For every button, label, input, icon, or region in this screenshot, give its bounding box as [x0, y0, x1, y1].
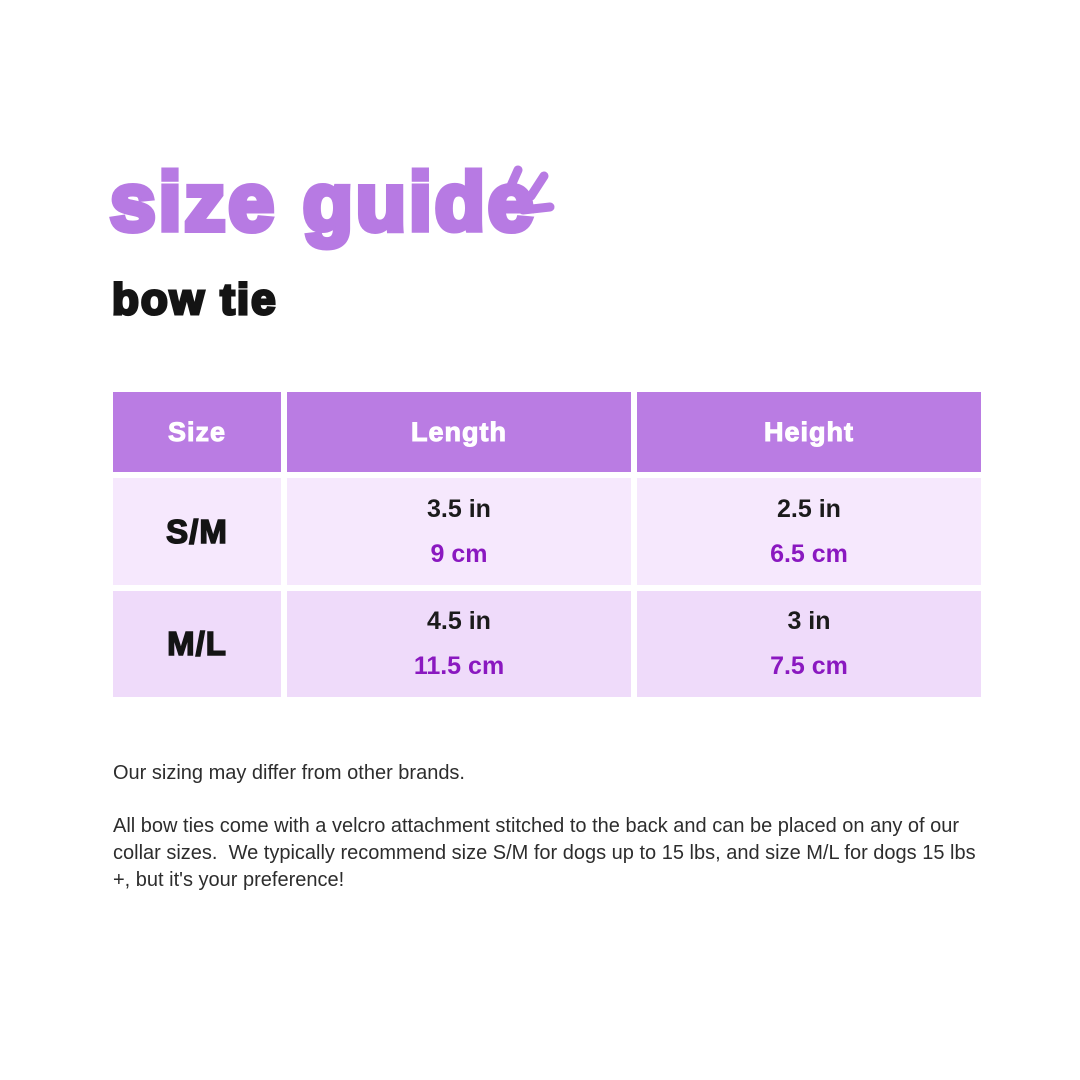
table-row-ml-size-cell: M/L [113, 591, 281, 697]
length-inches-value: 4.5 in [427, 607, 491, 635]
height-inches-value: 3 in [787, 607, 831, 635]
size-table: Size Length Height S/M 3.5 in 9 cm 2.5 i… [113, 392, 981, 697]
table-row-ml-height-cell: 3 in 7.5 cm [637, 591, 981, 697]
sparkle-burst-icon [505, 165, 555, 215]
size-label: S/M [165, 512, 228, 551]
length-cm-value: 11.5 cm [413, 652, 505, 680]
table-row-sm-length-cell: 3.5 in 9 cm [287, 478, 631, 585]
product-subtitle: bow tie [111, 274, 278, 326]
size-label: M/L [166, 624, 227, 663]
sizing-notes: Our sizing may differ from other brands.… [113, 760, 993, 894]
height-inches-value: 2.5 in [777, 494, 841, 523]
height-cm-value: 6.5 cm [770, 539, 848, 568]
sizing-note-paragraph: All bow ties come with a velcro attachme… [113, 815, 982, 891]
sizing-note-line: Our sizing may differ from other brands. [113, 762, 465, 784]
page-title: size guide [107, 154, 537, 250]
height-cm-value: 7.5 cm [770, 652, 848, 680]
column-header-height: Height [637, 392, 981, 472]
length-cm-value: 9 cm [430, 539, 488, 568]
table-row-ml-length-cell: 4.5 in 11.5 cm [287, 591, 631, 697]
column-header-size: Size [113, 392, 281, 472]
table-row-sm-size-cell: S/M [113, 478, 281, 585]
table-row-sm-height-cell: 2.5 in 6.5 cm [637, 478, 981, 585]
length-inches-value: 3.5 in [427, 494, 491, 523]
column-header-length: Length [287, 392, 631, 472]
